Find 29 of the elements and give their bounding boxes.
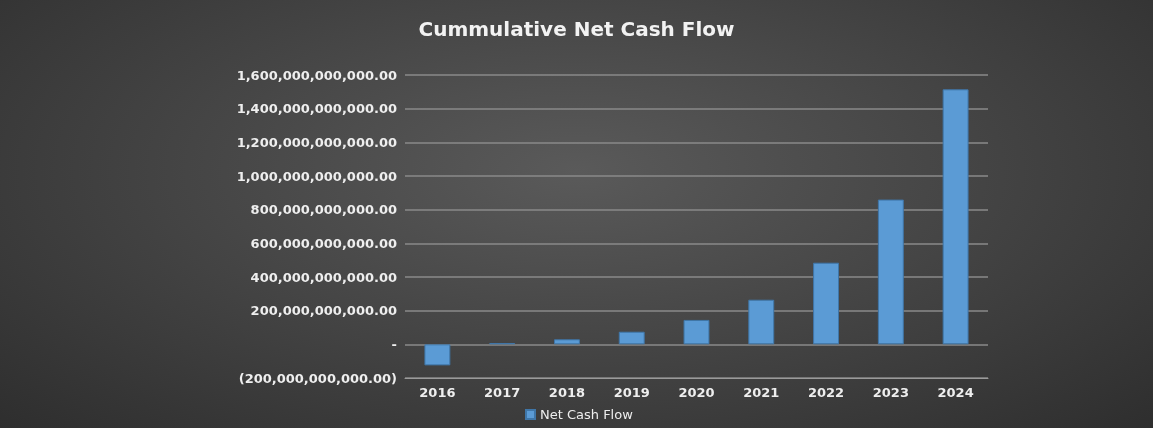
x-tick-label: 2020	[678, 385, 715, 400]
y-tick-label: (200,000,000,000.00)	[238, 370, 397, 386]
y-tick-label: 400,000,000,000.00	[250, 269, 397, 285]
bar	[877, 199, 904, 345]
y-tick-label: -	[391, 336, 397, 352]
y-tick-label: 1,000,000,000,000.00	[236, 168, 397, 184]
y-tick-label: 1,600,000,000,000.00	[236, 67, 397, 83]
bar	[683, 319, 710, 345]
y-tick-label: 1,200,000,000,000.00	[236, 134, 397, 150]
chart-title: Cummulative Net Cash Flow	[418, 17, 735, 41]
y-tick-label: 200,000,000,000.00	[250, 303, 397, 319]
y-tick-label: 1,400,000,000,000.00	[236, 101, 397, 117]
bar	[618, 331, 645, 345]
bar	[424, 344, 451, 366]
x-tick-label: 2024	[937, 385, 974, 400]
x-tick-label: 2021	[743, 385, 780, 400]
x-tick-label: 2019	[613, 385, 650, 400]
bar	[813, 262, 840, 345]
bar	[748, 299, 775, 345]
bar	[942, 89, 969, 345]
x-tick-label: 2018	[548, 385, 586, 400]
bar	[553, 339, 580, 345]
legend-label: Net Cash Flow	[540, 407, 634, 422]
y-tick-label: 600,000,000,000.00	[250, 235, 397, 251]
y-tick-label: 800,000,000,000.00	[250, 202, 397, 218]
x-tick-label: 2022	[807, 385, 845, 400]
x-tick-label: 2023	[872, 385, 909, 400]
x-tick-label: 2016	[419, 385, 456, 400]
x-tick-label: 2017	[484, 385, 521, 400]
